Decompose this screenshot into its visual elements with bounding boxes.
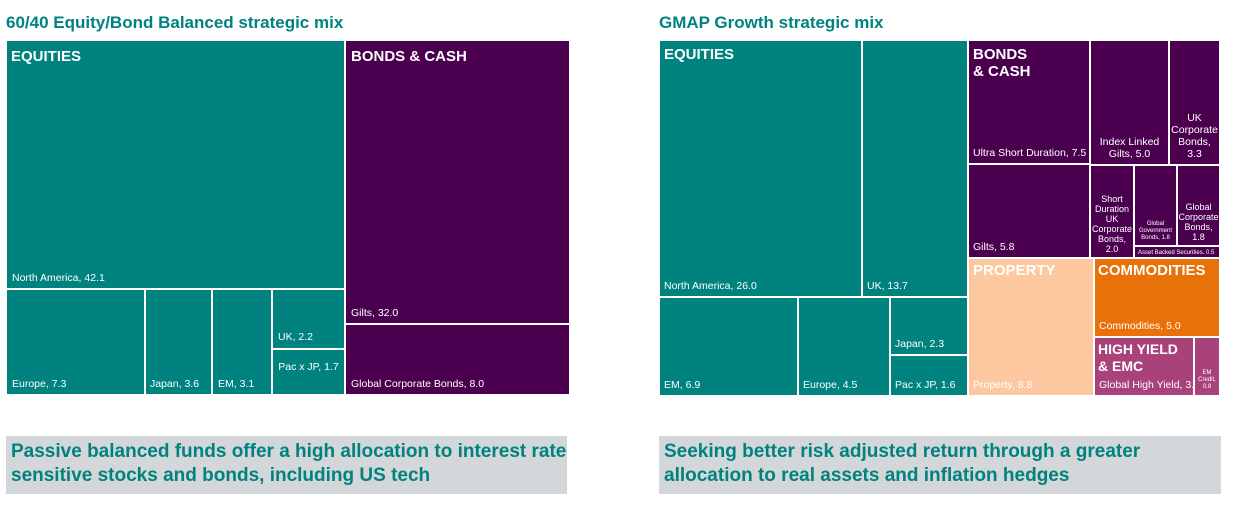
tile-em-credit: EM Credit, 0.8 bbox=[1194, 337, 1220, 396]
tile-label: Commodities, 5.0 bbox=[1099, 320, 1181, 332]
chart-title-gmap: GMAP Growth strategic mix bbox=[659, 13, 884, 32]
tile-label: EM, 3.1 bbox=[218, 378, 255, 390]
tile-property: Property, 8.8 bbox=[968, 258, 1094, 396]
group-header-equities: EQUITIES bbox=[664, 46, 735, 63]
tile-label: Europe, 7.3 bbox=[12, 378, 67, 390]
chart-title-balanced: 60/40 Equity/Bond Balanced strategic mix bbox=[6, 13, 344, 32]
group-header-property: PROPERTY bbox=[973, 262, 1056, 279]
tile-global-high-yield: Global High Yield, 3.0 bbox=[1094, 337, 1194, 396]
tile-short-duration-uk-corporate-bonds: Short Duration UK Corporate Bonds, 2.0 bbox=[1090, 165, 1134, 258]
tile-em: EM, 6.9 bbox=[659, 297, 798, 396]
tile-label: Pac x JP, 1.6 bbox=[895, 379, 956, 391]
tile-uk: UK, 2.2 bbox=[272, 289, 345, 349]
tile-label: EM, 6.9 bbox=[664, 379, 701, 391]
tile-pac-x-jp: Pac x JP, 1.7 bbox=[272, 349, 345, 395]
group-header-high-yield-emc: HIGH YIELD & EMC bbox=[1098, 341, 1178, 374]
group-header-bonds-cash: BONDS & CASH bbox=[351, 48, 467, 65]
tile-gilts: Gilts, 32.0 bbox=[345, 40, 570, 324]
tile-label: Gilts, 32.0 bbox=[351, 307, 399, 319]
tile-label: Pac x JP, 1.7 bbox=[278, 361, 339, 373]
tile-label: North America, 26.0 bbox=[664, 280, 757, 292]
tile-label: Asset Backed Securities. 0.5 bbox=[1138, 250, 1215, 256]
tile-global-government-bonds: Global Government Bonds, 1.8 bbox=[1134, 165, 1177, 246]
tile-europe: Europe, 7.3 bbox=[6, 289, 145, 395]
group-header-equities: EQUITIES bbox=[11, 48, 82, 65]
tile-label: Global Government Bonds, 1.8 bbox=[1138, 221, 1172, 241]
tile-global-corporate-bonds: Global Corporate Bonds, 1.8 bbox=[1177, 165, 1220, 246]
tile-label: Ultra Short Duration, 7.5 bbox=[973, 147, 1087, 159]
tile-label: Global Corporate Bonds, 1.8 bbox=[1178, 202, 1219, 242]
tile-label: Short Duration UK Corporate Bonds, 2.0 bbox=[1091, 194, 1133, 254]
tile-label: North America, 42.1 bbox=[12, 272, 105, 284]
tile-label: EM Credit, 0.8 bbox=[1198, 370, 1216, 390]
tile-ultra-short-duration: Ultra Short Duration, 7.5 bbox=[968, 40, 1090, 164]
tile-asset-backed-securities: Asset Backed Securities. 0.5 bbox=[1134, 246, 1220, 258]
tile-uk: UK, 13.7 bbox=[862, 40, 968, 297]
tile-commodities: Commodities, 5.0 bbox=[1094, 258, 1220, 337]
tile-label: UK, 13.7 bbox=[867, 280, 908, 292]
tile-label: Property, 8.8 bbox=[973, 379, 1033, 391]
tile-label: UK, 2.2 bbox=[278, 331, 314, 343]
caption-gmap: Seeking better risk adjusted return thro… bbox=[659, 436, 1221, 494]
tile-japan: Japan, 2.3 bbox=[890, 297, 968, 355]
tile-north-america: North America, 26.0 bbox=[659, 40, 862, 297]
tile-global-corporate-bonds: Global Corporate Bonds, 8.0 bbox=[345, 324, 570, 395]
tile-north-america: North America, 42.1 bbox=[6, 40, 345, 289]
caption-balanced: Passive balanced funds offer a high allo… bbox=[6, 436, 567, 494]
tile-label: Gilts, 5.8 bbox=[973, 241, 1015, 253]
tile-label: UK Corporate Bonds, 3.3 bbox=[1171, 112, 1218, 160]
group-header-bonds-cash: BONDS & CASH bbox=[973, 46, 1031, 80]
tile-label: Japan, 3.6 bbox=[150, 378, 200, 390]
tile-japan: Japan, 3.6 bbox=[145, 289, 212, 395]
tile-label: Europe, 4.5 bbox=[803, 379, 858, 391]
tile-pac-x-jp: Pac x JP, 1.6 bbox=[890, 355, 968, 396]
tile-uk-corporate-bonds: UK Corporate Bonds, 3.3 bbox=[1169, 40, 1220, 165]
tile-label: Global Corporate Bonds, 8.0 bbox=[351, 378, 485, 390]
tile-index-linked-gilts: Index Linked Gilts, 5.0 bbox=[1090, 40, 1169, 165]
tile-label: Index Linked Gilts, 5.0 bbox=[1099, 136, 1160, 160]
tile-gilts: Gilts, 5.8 bbox=[968, 164, 1090, 258]
group-header-commodities: COMMODITIES bbox=[1098, 262, 1206, 279]
tile-em: EM, 3.1 bbox=[212, 289, 272, 395]
tile-label: Global High Yield, 3.0 bbox=[1099, 379, 1194, 391]
tile-label: Japan, 2.3 bbox=[895, 338, 945, 350]
tile-europe: Europe, 4.5 bbox=[798, 297, 890, 396]
